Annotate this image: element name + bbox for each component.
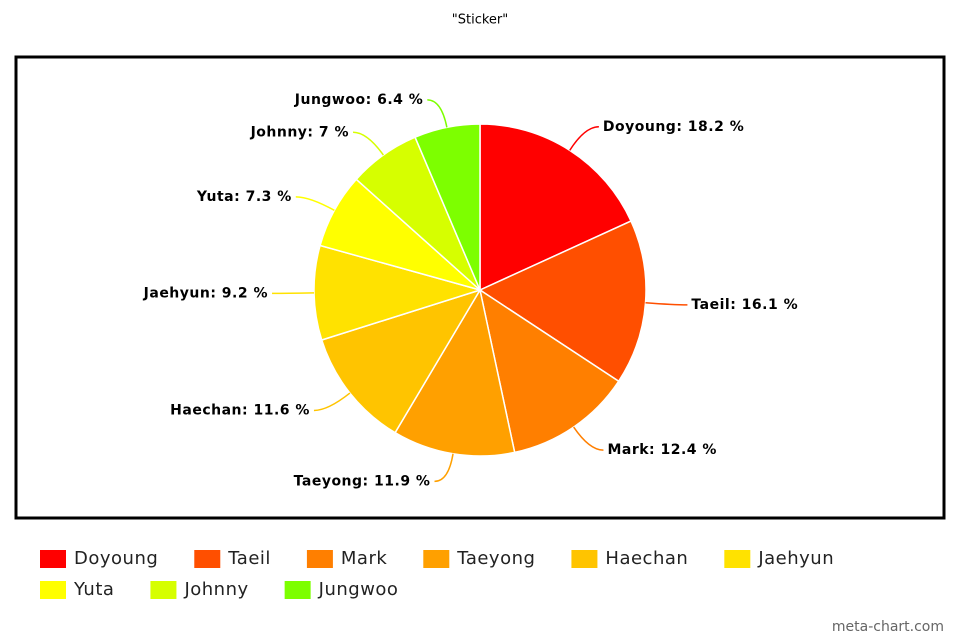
- data-label: Mark: 12.4 %: [607, 442, 717, 458]
- leader-line: [353, 131, 384, 156]
- leader-line: [295, 196, 335, 211]
- chart-title: "Sticker": [452, 13, 508, 28]
- legend-label: Johnny: [183, 579, 248, 600]
- legend-label: Mark: [341, 548, 387, 569]
- legend-swatch: [40, 550, 66, 568]
- legend-swatch: [306, 550, 333, 568]
- legend-label: Yuta: [73, 579, 114, 600]
- source-credit: meta-chart.com: [832, 619, 944, 635]
- data-label: Haechan: 11.6 %: [170, 402, 310, 418]
- legend-swatch: [571, 550, 598, 568]
- legend-swatch: [194, 550, 221, 568]
- data-label: Yuta: 7.3 %: [196, 189, 292, 205]
- legend-label: Jaehyun: [757, 548, 834, 569]
- legend-label: Haechan: [605, 548, 688, 569]
- data-label: Jungwoo: 6.4 %: [294, 92, 424, 108]
- data-label: Jaehyun: 9.2 %: [143, 285, 268, 301]
- data-label: Taeil: 16.1 %: [691, 297, 798, 313]
- data-label: Taeyong: 11.9 %: [294, 473, 431, 489]
- legend-swatch: [40, 581, 66, 599]
- data-label: Johnny: 7 %: [250, 124, 349, 140]
- pie-slice: [313, 244, 483, 341]
- pie-slice: [478, 288, 620, 454]
- leader-line: [313, 392, 351, 412]
- leader-line: [645, 302, 688, 306]
- legend-swatch: [724, 550, 751, 568]
- leader-line: [427, 99, 448, 128]
- legend-label: Taeil: [227, 548, 271, 569]
- leader-line: [569, 126, 599, 151]
- legend-swatch: [284, 581, 311, 599]
- legend-label: Jungwoo: [318, 579, 399, 600]
- legend-swatch: [423, 550, 450, 568]
- legend-swatch: [150, 581, 177, 599]
- data-label: Doyoung: 18.2 %: [603, 119, 744, 135]
- leader-line: [573, 426, 604, 451]
- pie-slice: [414, 123, 481, 291]
- legend-label: Doyoung: [74, 548, 158, 569]
- leader-line: [434, 453, 454, 483]
- legend-label: Taeyong: [456, 548, 535, 569]
